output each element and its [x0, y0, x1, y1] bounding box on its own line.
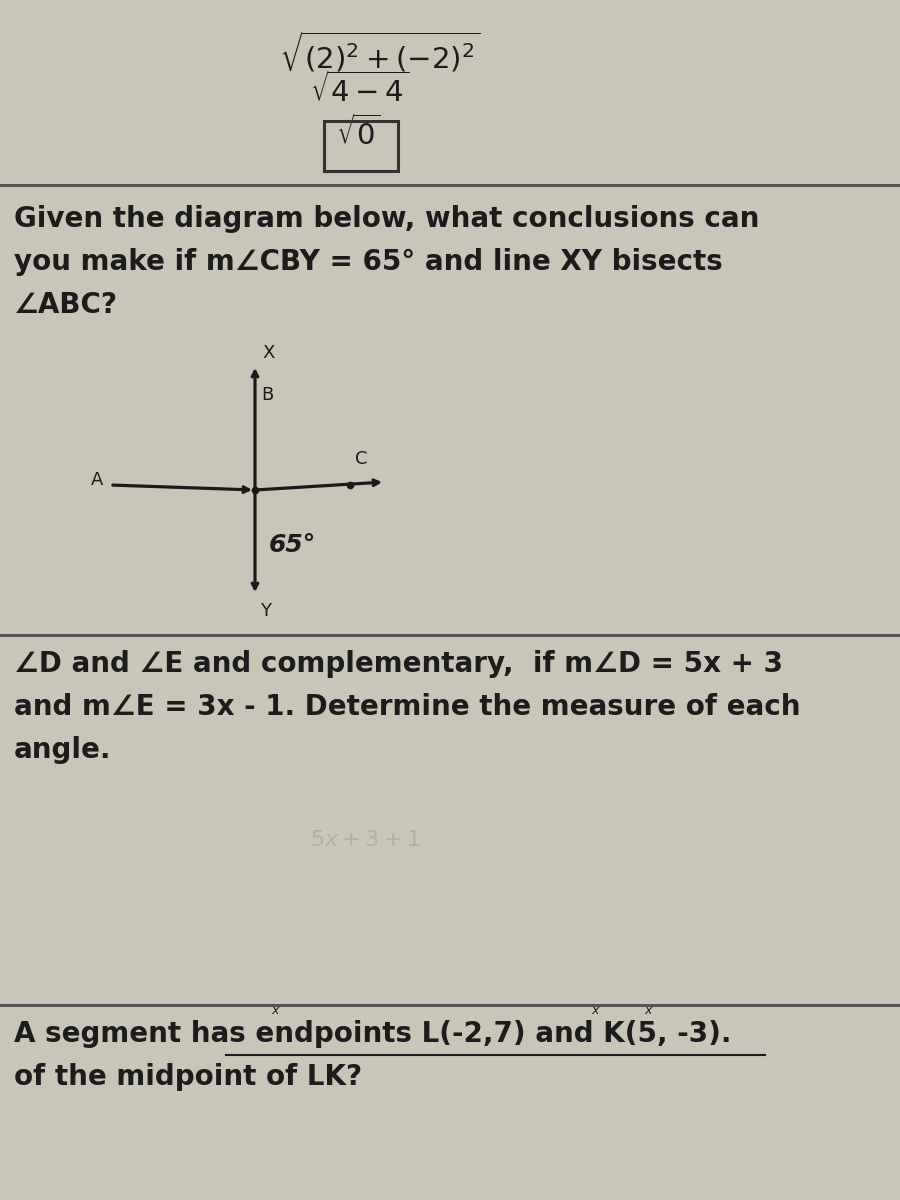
- Text: and m∠E = 3x - 1. Determine the measure of each: and m∠E = 3x - 1. Determine the measure …: [14, 692, 800, 721]
- Text: $\sqrt{(2)^2+(-2)^2}$: $\sqrt{(2)^2+(-2)^2}$: [279, 30, 481, 74]
- Text: B: B: [261, 386, 274, 404]
- Text: $5x + 3 + 1$: $5x + 3 + 1$: [310, 830, 420, 850]
- Text: $\sqrt{4-4}$: $\sqrt{4-4}$: [310, 72, 410, 108]
- Text: Given the diagram below, what conclusions can: Given the diagram below, what conclusion…: [14, 205, 760, 233]
- Text: of the midpoint of LK?: of the midpoint of LK?: [14, 1063, 362, 1091]
- Text: ∠ABC?: ∠ABC?: [14, 290, 118, 319]
- Text: C: C: [355, 450, 367, 468]
- Text: x: x: [271, 1003, 279, 1016]
- Text: x: x: [591, 1003, 599, 1016]
- Text: you make if m∠CBY = 65° and line XY bisects: you make if m∠CBY = 65° and line XY bise…: [14, 248, 723, 276]
- Text: 65°: 65°: [269, 533, 316, 557]
- Text: X: X: [262, 344, 274, 362]
- Text: $\sqrt{0}$: $\sqrt{0}$: [336, 115, 381, 151]
- Text: ∠D and ∠E and complementary,  if m∠D = 5x + 3: ∠D and ∠E and complementary, if m∠D = 5x…: [14, 650, 783, 678]
- Text: x: x: [644, 1003, 652, 1016]
- Text: angle.: angle.: [14, 736, 112, 764]
- Text: Y: Y: [260, 602, 271, 620]
- Text: A: A: [91, 470, 103, 490]
- Text: A segment has endpoints L(-2,7) and K(5, -3).: A segment has endpoints L(-2,7) and K(5,…: [14, 1020, 732, 1048]
